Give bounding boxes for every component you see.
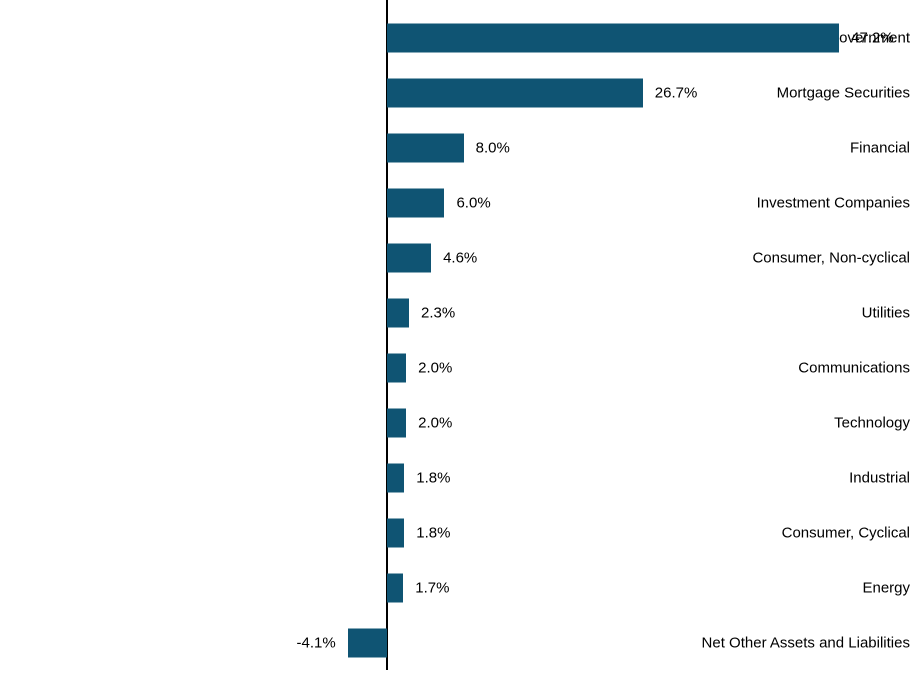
value-label: -4.1% (297, 634, 336, 651)
bar (387, 573, 403, 602)
bar (387, 23, 839, 52)
category-label: Investment Companies (535, 194, 910, 211)
chart-row: Technology 2.0% (0, 395, 910, 450)
bar (387, 243, 431, 272)
chart-row: Mortgage Securities26.7% (0, 65, 910, 120)
chart-row: Government47.2% (0, 10, 910, 65)
chart-row: Consumer, Cyclical 1.8% (0, 505, 910, 560)
bar (387, 353, 406, 382)
category-label: Consumer, Cyclical (535, 524, 910, 541)
value-label: 2.0% (418, 414, 452, 431)
value-label: 47.2% (851, 29, 894, 46)
value-label: 1.7% (415, 579, 449, 596)
category-label: Energy (535, 579, 910, 596)
bar (387, 188, 444, 217)
category-label: Technology (535, 414, 910, 431)
chart-row: Utilities 2.3% (0, 285, 910, 340)
chart-row: Communications 2.0% (0, 340, 910, 395)
bar (387, 518, 404, 547)
chart-row: Investment Companies 6.0% (0, 175, 910, 230)
category-label: Net Other Assets and Liabilities (535, 634, 910, 651)
bar (387, 78, 643, 107)
value-label: 4.6% (443, 249, 477, 266)
value-label: 2.3% (421, 304, 455, 321)
category-label: Financial (535, 139, 910, 156)
category-label: Consumer, Non-cyclical (535, 249, 910, 266)
value-label: 26.7% (655, 84, 698, 101)
bar (387, 133, 464, 162)
category-label: Utilities (535, 304, 910, 321)
value-label: 6.0% (456, 194, 490, 211)
chart-row: Consumer, Non-cyclical 4.6% (0, 230, 910, 285)
chart-row: Financial 8.0% (0, 120, 910, 175)
bar (348, 628, 387, 657)
value-label: 8.0% (476, 139, 510, 156)
bar (387, 463, 404, 492)
bar (387, 298, 409, 327)
allocation-bar-chart: Government47.2%Mortgage Securities26.7%F… (0, 0, 910, 675)
category-label: Communications (535, 359, 910, 376)
category-label: Industrial (535, 469, 910, 486)
value-label: 1.8% (416, 524, 450, 541)
value-label: 1.8% (416, 469, 450, 486)
value-label: 2.0% (418, 359, 452, 376)
chart-row: Industrial 1.8% (0, 450, 910, 505)
chart-row: Energy 1.7% (0, 560, 910, 615)
bar (387, 408, 406, 437)
chart-row: Net Other Assets and Liabilities -4.1% (0, 615, 910, 670)
